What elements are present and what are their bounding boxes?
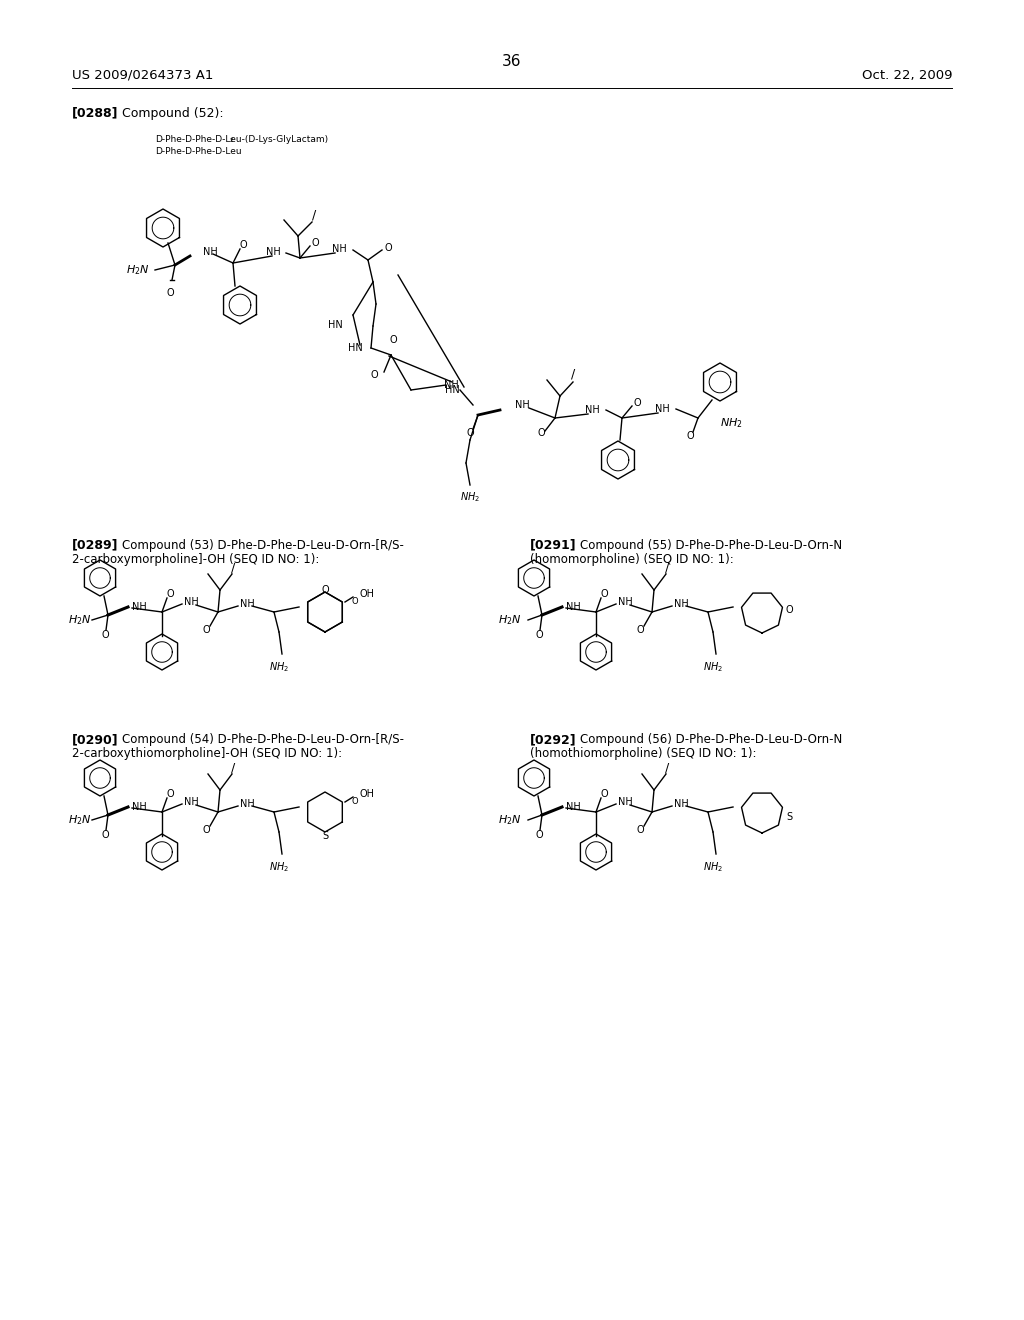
Text: /: /	[312, 209, 316, 222]
Text: /: /	[665, 561, 669, 574]
Text: O: O	[600, 589, 608, 599]
Text: $NH_2$: $NH_2$	[720, 416, 742, 430]
Text: HN: HN	[348, 343, 362, 352]
Text: $NH_2$: $NH_2$	[269, 861, 289, 874]
Text: O: O	[166, 288, 174, 298]
Text: O: O	[538, 428, 545, 438]
Text: $H_2N$: $H_2N$	[499, 813, 522, 826]
Text: $H_2N$: $H_2N$	[69, 813, 92, 826]
Text: $NH_2$: $NH_2$	[702, 861, 723, 874]
Text: /: /	[230, 561, 236, 574]
Text: NH: NH	[674, 599, 689, 609]
Text: O: O	[536, 830, 543, 840]
Text: Compound (52):: Compound (52):	[122, 107, 223, 120]
Text: O: O	[240, 240, 247, 249]
Text: O: O	[636, 825, 644, 836]
Text: Oct. 22, 2009: Oct. 22, 2009	[861, 69, 952, 82]
Text: O: O	[600, 789, 608, 799]
Text: NH: NH	[265, 247, 281, 257]
Text: 36: 36	[502, 54, 522, 70]
Text: O: O	[786, 605, 794, 615]
Text: NH: NH	[240, 599, 255, 609]
Text: [0291]: [0291]	[530, 539, 577, 552]
Text: OH: OH	[360, 789, 375, 799]
Text: [0288]: [0288]	[72, 107, 119, 120]
Text: O: O	[633, 399, 641, 408]
Text: OH: OH	[360, 589, 375, 599]
Text: O: O	[101, 830, 109, 840]
Text: O: O	[466, 428, 474, 438]
Text: S: S	[786, 812, 793, 822]
Text: $NH_2$: $NH_2$	[460, 490, 480, 504]
Text: [0292]: [0292]	[530, 734, 577, 747]
Text: NH: NH	[566, 602, 581, 612]
Text: NH: NH	[132, 803, 146, 812]
Text: NH: NH	[332, 244, 346, 253]
Text: NH: NH	[184, 797, 199, 807]
Text: US 2009/0264373 A1: US 2009/0264373 A1	[72, 69, 213, 82]
Text: /: /	[570, 367, 575, 380]
Text: O: O	[166, 789, 174, 799]
Text: NH: NH	[618, 797, 633, 807]
Text: (homothiomorpholine) (SEQ ID NO: 1):: (homothiomorpholine) (SEQ ID NO: 1):	[530, 747, 757, 760]
Text: NH: NH	[618, 597, 633, 607]
Text: NH: NH	[515, 400, 529, 411]
Text: NH: NH	[585, 405, 599, 414]
Text: $NH_2$: $NH_2$	[269, 660, 289, 675]
Text: O: O	[101, 630, 109, 640]
Text: $NH_2$: $NH_2$	[702, 660, 723, 675]
Text: (homomorpholine) (SEQ ID NO: 1):: (homomorpholine) (SEQ ID NO: 1):	[530, 553, 734, 565]
Text: Compound (54) D-Phe-D-Phe-D-Leu-D-Orn-[R/S-: Compound (54) D-Phe-D-Phe-D-Leu-D-Orn-[R…	[122, 734, 404, 747]
Text: [0289]: [0289]	[72, 539, 119, 552]
Text: NH: NH	[443, 380, 459, 389]
Text: NH: NH	[674, 799, 689, 809]
Text: O: O	[384, 243, 392, 253]
Text: HN: HN	[445, 385, 460, 395]
Text: $H_2N$: $H_2N$	[69, 612, 92, 627]
Text: O: O	[536, 630, 543, 640]
Text: NH: NH	[132, 602, 146, 612]
Text: HN: HN	[329, 319, 343, 330]
Text: Compound (53) D-Phe-D-Phe-D-Leu-D-Orn-[R/S-: Compound (53) D-Phe-D-Phe-D-Leu-D-Orn-[R…	[122, 539, 403, 552]
Text: NH: NH	[654, 404, 670, 414]
Text: NH: NH	[566, 803, 581, 812]
Text: /: /	[230, 762, 236, 775]
Text: Compound (55) D-Phe-D-Phe-D-Leu-D-Orn-N: Compound (55) D-Phe-D-Phe-D-Leu-D-Orn-N	[580, 539, 842, 552]
Text: O: O	[351, 797, 358, 807]
Text: S: S	[322, 832, 328, 841]
Text: O: O	[322, 585, 329, 595]
Text: O: O	[686, 432, 694, 441]
Text: O: O	[202, 825, 210, 836]
Text: [0290]: [0290]	[72, 734, 119, 747]
Text: O: O	[351, 598, 358, 606]
Text: O: O	[202, 624, 210, 635]
Text: NH: NH	[203, 247, 218, 257]
Text: NH: NH	[184, 597, 199, 607]
Text: 2-carboxymorpholine]-OH (SEQ ID NO: 1):: 2-carboxymorpholine]-OH (SEQ ID NO: 1):	[72, 553, 319, 565]
Text: O: O	[166, 589, 174, 599]
Text: O: O	[389, 335, 397, 345]
Text: D-Phe-D-Phe-D-Leu-(D-Lys-GlyLactam): D-Phe-D-Phe-D-Leu-(D-Lys-GlyLactam)	[155, 136, 328, 144]
Text: $H_2N$: $H_2N$	[126, 263, 150, 277]
Text: O: O	[311, 238, 318, 248]
Text: 2-carboxythiomorpholine]-OH (SEQ ID NO: 1):: 2-carboxythiomorpholine]-OH (SEQ ID NO: …	[72, 747, 342, 760]
Text: ₂: ₂	[230, 136, 233, 144]
Text: Compound (56) D-Phe-D-Phe-D-Leu-D-Orn-N: Compound (56) D-Phe-D-Phe-D-Leu-D-Orn-N	[580, 734, 843, 747]
Text: O: O	[371, 370, 378, 380]
Text: $H_2N$: $H_2N$	[499, 612, 522, 627]
Text: O: O	[636, 624, 644, 635]
Text: /: /	[665, 762, 669, 775]
Text: D-Phe-D-Phe-D-Leu: D-Phe-D-Phe-D-Leu	[155, 148, 242, 157]
Text: NH: NH	[240, 799, 255, 809]
